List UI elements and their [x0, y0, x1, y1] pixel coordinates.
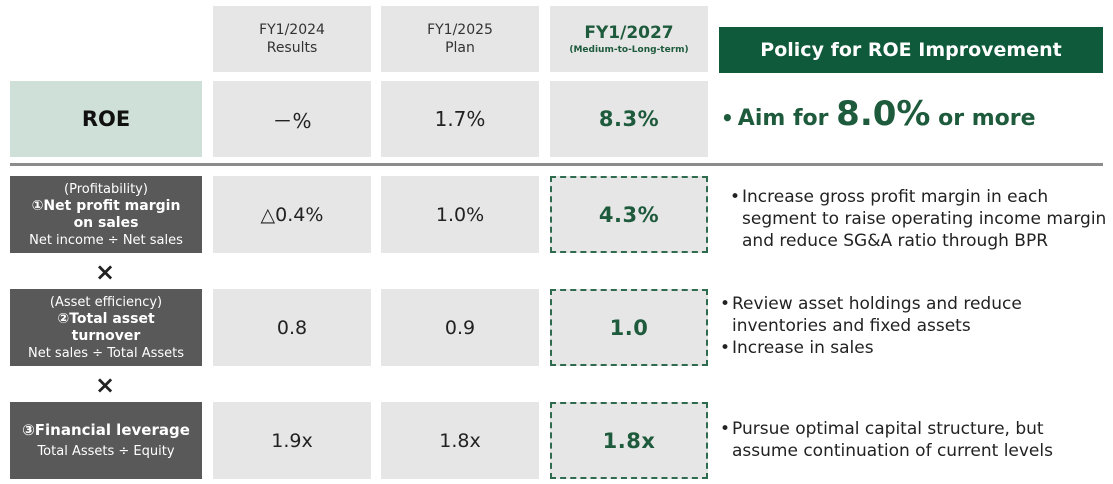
row3-fy2025-cell: 1.8x [381, 402, 539, 479]
row2-fy2027-cell: 1.0 [550, 289, 708, 366]
multiply-operator-1: × [95, 258, 116, 286]
header-fy2027: FY1/2027 (Medium-to-Long-term) [550, 6, 708, 72]
row1-policy-bullet: • [730, 187, 741, 207]
row2-main1: ②Total asset [57, 310, 155, 327]
row2-policy-bullet-1: • [720, 294, 731, 314]
row2-fy2025-cell: 0.9 [381, 289, 539, 366]
row1-policy-text: Increase gross profit margin in each seg… [742, 187, 1107, 251]
row3-policy-bullet: • [720, 419, 731, 439]
header-fy2024: FY1/2024 Results [213, 6, 371, 72]
row1-fy2024-value: △0.4% [260, 203, 324, 226]
row2-fy2025-value: 0.9 [444, 316, 476, 339]
row1-sub: (Profitability) [64, 181, 148, 197]
header-fy2027-year: FY1/2027 [584, 23, 674, 43]
roe-label-cell: ROE [10, 81, 202, 157]
row1-label-cell: (Profitability) ①Net profit margin on sa… [10, 176, 202, 253]
row2-fy2024-value: 0.8 [276, 316, 308, 339]
policy-title: Policy for ROE Improvement [760, 39, 1062, 61]
row1-fy2025-cell: 1.0% [381, 176, 539, 253]
row2-policy-item-2: • Increase in sales [720, 337, 1110, 359]
row3-fy2024-value: 1.9x [271, 429, 313, 452]
row2-fy2024-cell: 0.8 [213, 289, 371, 366]
header-fy2025-year: FY1/2025 [427, 22, 493, 38]
row1-formula: Net income ÷ Net sales [29, 232, 183, 248]
roe-policy-prefix: Aim for [737, 106, 837, 131]
row1-fy2024-cell: △0.4% [213, 176, 371, 253]
roe-fy2025-value: 1.7% [434, 107, 486, 131]
section-divider [10, 163, 1103, 166]
row2-policy-text-2: Increase in sales [732, 338, 874, 358]
row1-main2: on sales [73, 214, 139, 231]
header-fy2024-type: Results [266, 40, 318, 56]
row3-fy2027-value: 1.8x [602, 428, 656, 453]
row3-main1: ③Financial leverage [22, 420, 190, 439]
roe-fy2025-cell: 1.7% [381, 81, 539, 157]
row2-sub: (Asset efficiency) [49, 294, 163, 310]
roe-fy2024-cell: －% [213, 81, 371, 157]
row2-policy-text-1: Review asset holdings and reduce invento… [732, 294, 1022, 336]
multiply-operator-2: × [95, 371, 116, 399]
roe-fy2027-value: 8.3% [598, 107, 660, 131]
header-fy2025: FY1/2025 Plan [381, 6, 539, 72]
header-fy2024-year: FY1/2024 [259, 22, 325, 38]
row1-fy2027-cell: 4.3% [550, 176, 708, 253]
header-fy2027-type: (Medium-to-Long-term) [569, 45, 689, 55]
row3-label-cell: ③Financial leverage Total Assets ÷ Equit… [10, 402, 202, 479]
row3-fy2025-value: 1.8x [439, 429, 481, 452]
roe-policy-suffix: or more [930, 106, 1036, 131]
row1-policy: • Increase gross profit margin in each s… [730, 186, 1108, 252]
row3-policy-text: Pursue optimal capital structure, but as… [732, 419, 1053, 461]
row1-policy-item: • Increase gross profit margin in each s… [730, 186, 1108, 252]
row3-policy: • Pursue optimal capital structure, but … [720, 418, 1110, 462]
row3-fy2027-cell: 1.8x [550, 402, 708, 479]
row1-fy2025-value: 1.0% [435, 203, 485, 226]
row1-main1: ①Net profit margin [31, 197, 181, 214]
policy-header: Policy for ROE Improvement [719, 27, 1103, 73]
row2-fy2027-value: 1.0 [609, 315, 649, 340]
row2-policy: • Review asset holdings and reduce inven… [720, 293, 1110, 359]
row2-main2: turnover [71, 327, 141, 344]
roe-policy-bullet: • [721, 106, 734, 130]
roe-policy-value: 8.0% [836, 94, 931, 134]
row2-policy-bullet-2: • [720, 338, 731, 358]
row3-fy2024-cell: 1.9x [213, 402, 371, 479]
roe-fy2024-value: －% [272, 108, 312, 133]
row2-policy-item-1: • Review asset holdings and reduce inven… [720, 293, 1110, 337]
row3-policy-item: • Pursue optimal capital structure, but … [720, 418, 1110, 462]
roe-policy: • Aim for 8.0% or more [721, 94, 1106, 144]
roe-fy2027-cell: 8.3% [550, 81, 708, 157]
row3-formula: Total Assets ÷ Equity [37, 443, 175, 459]
row2-label-cell: (Asset efficiency) ②Total asset turnover… [10, 289, 202, 366]
header-fy2025-type: Plan [445, 40, 475, 56]
row1-fy2027-value: 4.3% [598, 202, 660, 227]
row2-formula: Net sales ÷ Total Assets [27, 345, 185, 361]
roe-label: ROE [81, 107, 131, 131]
